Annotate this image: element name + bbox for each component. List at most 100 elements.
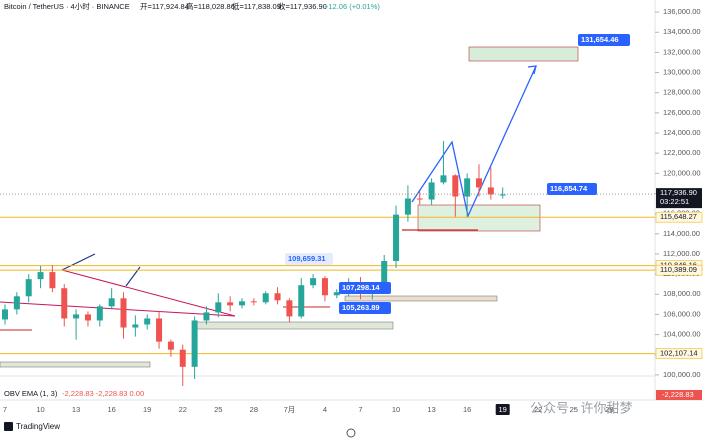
ohlc-open: 开=117,924.84 [140, 2, 189, 11]
y-tick-label: 114,000.00 [663, 229, 700, 238]
watermark: 公众号 · 许你甜梦 [530, 400, 633, 415]
y-tick-label: 108,000.00 [663, 289, 701, 298]
x-tick-label: 25 [214, 405, 222, 414]
range-zone [344, 295, 498, 302]
x-tick-label: 16 [463, 405, 471, 414]
candle-body [416, 198, 423, 200]
y-tick-label: 120,000.00 [663, 168, 701, 177]
candle-body [464, 178, 471, 197]
callout-label: 109,659.31 [288, 254, 326, 263]
y-tick-label: 126,000.00 [663, 108, 701, 117]
x-tick-label: 19 [143, 405, 151, 414]
candle-body [108, 298, 115, 307]
candle-body [274, 293, 281, 301]
change: +12.06 (+0.01%) [324, 2, 380, 11]
trend-line [0, 301, 236, 317]
y-tick-label: 106,000.00 [663, 309, 701, 318]
x-tick-label: 13 [427, 405, 435, 414]
candle-body [61, 288, 68, 319]
target-zone [468, 46, 579, 62]
callout-box [339, 302, 391, 314]
candle-body [381, 261, 388, 286]
candle-body [333, 292, 340, 296]
y-tick-label: 130,000.00 [663, 68, 701, 77]
scroll-button[interactable] [346, 428, 356, 438]
x-tick-label: 13 [72, 405, 80, 414]
indicator-badge [656, 390, 702, 400]
x-tick-label: 7 [358, 405, 362, 414]
callout-box [578, 34, 630, 46]
y-tick-label: 128,000.00 [663, 88, 701, 97]
level-badge [655, 264, 703, 276]
callout-box [339, 282, 391, 294]
candle-body [120, 298, 127, 328]
y-tick-label: 104,000.00 [663, 330, 701, 339]
x-tick-label: 10 [392, 405, 400, 414]
candle-body [393, 214, 400, 262]
candle-body [73, 314, 80, 319]
projection-path [411, 65, 537, 219]
callout-box [547, 183, 597, 195]
y-tick-label: 136,000.00 [663, 7, 701, 16]
x-tick-label: 28 [605, 405, 613, 414]
candle-body [404, 198, 411, 215]
x-tick-label: 7 [3, 405, 7, 414]
y-tick-label: 134,000.00 [663, 27, 701, 36]
candle-body [37, 272, 44, 280]
y-tick-label: 124,000.00 [663, 128, 701, 137]
candle-body [262, 293, 269, 303]
countdown: 03:22:51 [660, 197, 689, 206]
y-tick-label: 112,000.00 [663, 249, 700, 258]
indicator-label: OBV EMA (1, 3) [4, 389, 58, 398]
candle-body [179, 349, 186, 367]
candle-body [476, 178, 482, 188]
level-label: 102,107.14 [660, 349, 698, 358]
support-zone [417, 204, 541, 232]
candle-body [310, 278, 317, 286]
candle-body [286, 300, 293, 317]
level-label: 115,648.27 [660, 212, 697, 221]
symbol: Bitcoin / TetherUS · 4小时 · BINANCE [4, 1, 130, 11]
level-badge [655, 348, 703, 359]
ohlc-close: 收=117,936.90 [278, 1, 327, 11]
candle-body [215, 302, 222, 313]
x-tick-label: 28 [250, 405, 258, 414]
candle-body [321, 278, 328, 296]
callout-label: 105,263.89 [342, 303, 380, 312]
callout-box [285, 253, 333, 265]
y-tick-label: 122,000.00 [663, 148, 701, 157]
candle-body [250, 301, 257, 303]
candle-body [239, 301, 245, 306]
candle-body [167, 341, 174, 350]
candle-body [25, 279, 32, 297]
candle-body [440, 175, 447, 183]
demand-zone [192, 321, 394, 330]
candle-body [156, 318, 163, 342]
candle-body [487, 187, 494, 195]
candle-body [13, 296, 20, 310]
ohlc-high: 高=118,028.86 [186, 1, 235, 11]
callout-label: 116,854.74 [550, 184, 588, 193]
brand: TradingView [16, 422, 60, 431]
indicator-last: -2,228.83 [662, 390, 694, 399]
x-tick-label: 7月 [284, 405, 296, 414]
candle-body [191, 320, 198, 367]
candle-body [298, 285, 305, 317]
x-tick-label: 19 [499, 405, 507, 414]
x-label-highlight [495, 404, 510, 415]
candle-body [428, 182, 435, 200]
candle-body [499, 194, 506, 196]
candle-body [49, 272, 56, 289]
callout-label: 107,298.14 [342, 283, 380, 292]
level-label: 110,389.09 [660, 265, 697, 274]
candle-body [2, 309, 8, 320]
arrow-head [527, 65, 537, 75]
candle-body [84, 314, 91, 321]
x-tick-label: 16 [107, 405, 115, 414]
level-badge [655, 211, 703, 223]
x-tick-label: 22 [534, 405, 542, 414]
candle-body [452, 175, 459, 197]
brand-logo [4, 422, 13, 431]
